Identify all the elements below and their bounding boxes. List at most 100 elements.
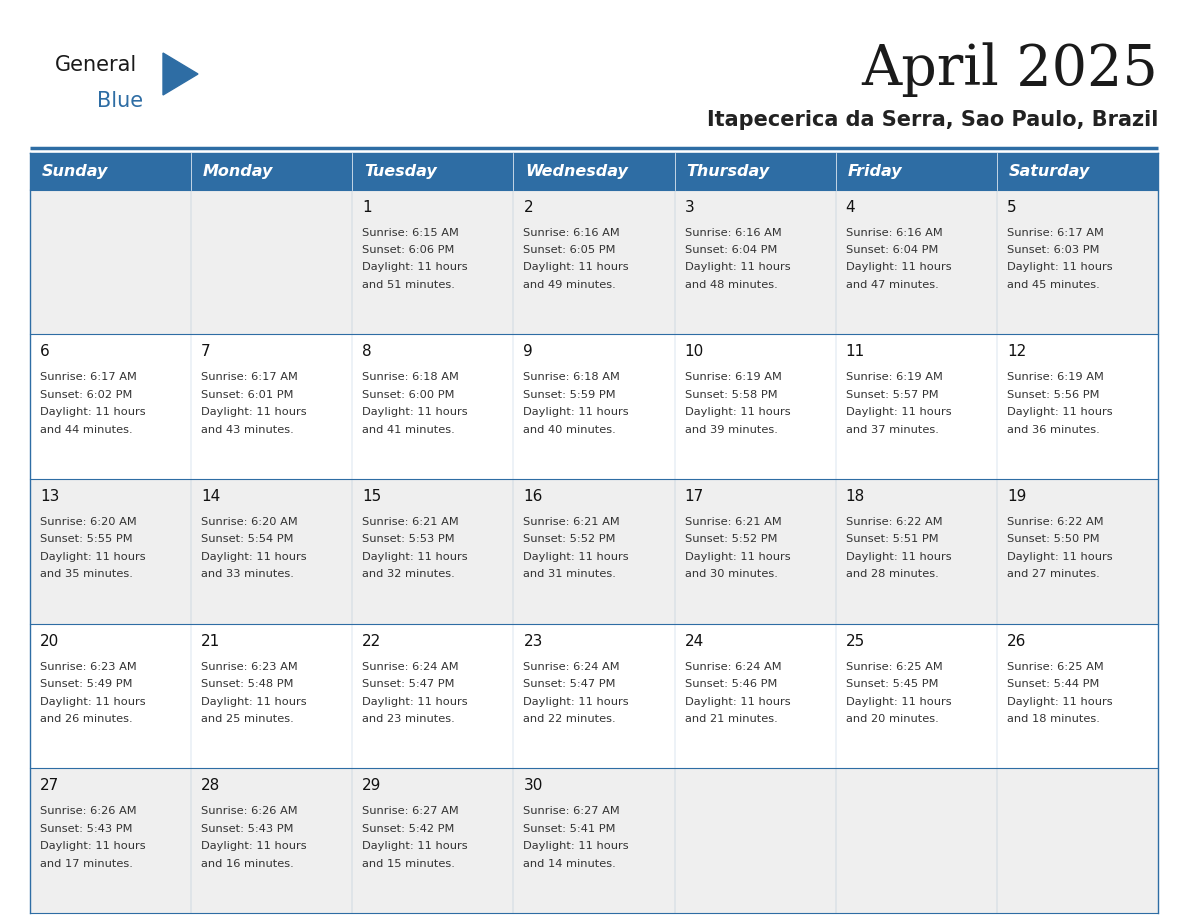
- Text: Sunset: 5:46 PM: Sunset: 5:46 PM: [684, 679, 777, 689]
- Text: Sunset: 6:05 PM: Sunset: 6:05 PM: [524, 245, 615, 255]
- Text: Sunrise: 6:16 AM: Sunrise: 6:16 AM: [846, 228, 942, 238]
- Text: Daylight: 11 hours: Daylight: 11 hours: [201, 552, 307, 562]
- Text: Sunrise: 6:24 AM: Sunrise: 6:24 AM: [362, 662, 459, 672]
- Text: Sunset: 5:52 PM: Sunset: 5:52 PM: [684, 534, 777, 544]
- Text: 4: 4: [846, 199, 855, 215]
- Text: 21: 21: [201, 633, 221, 649]
- Text: and 18 minutes.: and 18 minutes.: [1007, 714, 1100, 724]
- Text: and 27 minutes.: and 27 minutes.: [1007, 569, 1100, 579]
- Text: Wednesday: Wednesday: [525, 163, 628, 179]
- Text: Sunrise: 6:19 AM: Sunrise: 6:19 AM: [1007, 372, 1104, 382]
- Text: Sunrise: 6:17 AM: Sunrise: 6:17 AM: [201, 372, 298, 382]
- Text: and 14 minutes.: and 14 minutes.: [524, 859, 617, 868]
- Text: 29: 29: [362, 778, 381, 793]
- Text: and 28 minutes.: and 28 minutes.: [846, 569, 939, 579]
- Text: Sunrise: 6:17 AM: Sunrise: 6:17 AM: [1007, 228, 1104, 238]
- Text: and 45 minutes.: and 45 minutes.: [1007, 280, 1100, 290]
- Text: and 15 minutes.: and 15 minutes.: [362, 859, 455, 868]
- Text: 24: 24: [684, 633, 703, 649]
- Text: Daylight: 11 hours: Daylight: 11 hours: [40, 408, 146, 417]
- Text: Daylight: 11 hours: Daylight: 11 hours: [846, 263, 952, 273]
- Text: Sunset: 5:59 PM: Sunset: 5:59 PM: [524, 390, 617, 399]
- Text: Daylight: 11 hours: Daylight: 11 hours: [524, 841, 630, 851]
- Text: Sunrise: 6:16 AM: Sunrise: 6:16 AM: [684, 228, 782, 238]
- Polygon shape: [163, 53, 198, 95]
- Text: Sunrise: 6:17 AM: Sunrise: 6:17 AM: [40, 372, 137, 382]
- Text: 12: 12: [1007, 344, 1026, 359]
- Text: Sunrise: 6:16 AM: Sunrise: 6:16 AM: [524, 228, 620, 238]
- Text: Sunset: 6:03 PM: Sunset: 6:03 PM: [1007, 245, 1099, 255]
- Bar: [30, 334, 1158, 479]
- Text: Daylight: 11 hours: Daylight: 11 hours: [362, 841, 468, 851]
- Bar: [675, 153, 835, 189]
- Text: Thursday: Thursday: [687, 163, 770, 179]
- Text: Sunset: 5:47 PM: Sunset: 5:47 PM: [362, 679, 455, 689]
- Text: and 44 minutes.: and 44 minutes.: [40, 425, 133, 435]
- Text: Sunrise: 6:21 AM: Sunrise: 6:21 AM: [524, 517, 620, 527]
- Text: Sunrise: 6:26 AM: Sunrise: 6:26 AM: [40, 806, 137, 816]
- Text: 23: 23: [524, 633, 543, 649]
- Text: Daylight: 11 hours: Daylight: 11 hours: [362, 408, 468, 417]
- Text: Daylight: 11 hours: Daylight: 11 hours: [524, 408, 630, 417]
- Text: Sunset: 5:55 PM: Sunset: 5:55 PM: [40, 534, 133, 544]
- Text: 2: 2: [524, 199, 533, 215]
- Text: Daylight: 11 hours: Daylight: 11 hours: [40, 841, 146, 851]
- Text: and 49 minutes.: and 49 minutes.: [524, 280, 617, 290]
- Text: Sunset: 5:45 PM: Sunset: 5:45 PM: [846, 679, 939, 689]
- Text: 19: 19: [1007, 489, 1026, 504]
- Text: and 20 minutes.: and 20 minutes.: [846, 714, 939, 724]
- Text: Saturday: Saturday: [1009, 163, 1091, 179]
- Text: Sunrise: 6:15 AM: Sunrise: 6:15 AM: [362, 228, 459, 238]
- Text: and 32 minutes.: and 32 minutes.: [362, 569, 455, 579]
- Bar: [30, 768, 1158, 913]
- Text: Sunset: 6:02 PM: Sunset: 6:02 PM: [40, 390, 132, 399]
- Text: Daylight: 11 hours: Daylight: 11 hours: [1007, 408, 1112, 417]
- Text: Daylight: 11 hours: Daylight: 11 hours: [201, 408, 307, 417]
- Text: Daylight: 11 hours: Daylight: 11 hours: [524, 552, 630, 562]
- Text: 7: 7: [201, 344, 210, 359]
- Text: Sunset: 5:43 PM: Sunset: 5:43 PM: [201, 823, 293, 834]
- Text: and 26 minutes.: and 26 minutes.: [40, 714, 133, 724]
- Text: and 40 minutes.: and 40 minutes.: [524, 425, 617, 435]
- Text: Daylight: 11 hours: Daylight: 11 hours: [684, 697, 790, 707]
- Text: Sunrise: 6:26 AM: Sunrise: 6:26 AM: [201, 806, 298, 816]
- Text: 26: 26: [1007, 633, 1026, 649]
- Text: and 41 minutes.: and 41 minutes.: [362, 425, 455, 435]
- Bar: [30, 623, 1158, 768]
- Bar: [835, 153, 997, 189]
- Text: Sunset: 5:48 PM: Sunset: 5:48 PM: [201, 679, 293, 689]
- Text: Sunset: 5:57 PM: Sunset: 5:57 PM: [846, 390, 939, 399]
- Text: Sunrise: 6:18 AM: Sunrise: 6:18 AM: [362, 372, 459, 382]
- Text: Sunset: 5:41 PM: Sunset: 5:41 PM: [524, 823, 615, 834]
- Text: Sunset: 5:50 PM: Sunset: 5:50 PM: [1007, 534, 1099, 544]
- Text: 1: 1: [362, 199, 372, 215]
- Text: Sunset: 5:54 PM: Sunset: 5:54 PM: [201, 534, 293, 544]
- Text: and 25 minutes.: and 25 minutes.: [201, 714, 293, 724]
- Text: April 2025: April 2025: [861, 42, 1158, 96]
- Text: 16: 16: [524, 489, 543, 504]
- Text: Daylight: 11 hours: Daylight: 11 hours: [684, 552, 790, 562]
- Text: Sunset: 5:47 PM: Sunset: 5:47 PM: [524, 679, 615, 689]
- Text: Daylight: 11 hours: Daylight: 11 hours: [362, 697, 468, 707]
- Bar: [191, 153, 353, 189]
- Bar: [30, 479, 1158, 623]
- Text: Sunset: 5:58 PM: Sunset: 5:58 PM: [684, 390, 777, 399]
- Text: 30: 30: [524, 778, 543, 793]
- Text: Daylight: 11 hours: Daylight: 11 hours: [362, 263, 468, 273]
- Text: and 31 minutes.: and 31 minutes.: [524, 569, 617, 579]
- Text: Daylight: 11 hours: Daylight: 11 hours: [846, 408, 952, 417]
- Text: General: General: [55, 55, 138, 75]
- Text: 3: 3: [684, 199, 694, 215]
- Text: Daylight: 11 hours: Daylight: 11 hours: [201, 841, 307, 851]
- Text: Sunrise: 6:19 AM: Sunrise: 6:19 AM: [846, 372, 942, 382]
- Text: and 21 minutes.: and 21 minutes.: [684, 714, 777, 724]
- Text: Sunset: 5:51 PM: Sunset: 5:51 PM: [846, 534, 939, 544]
- Text: Daylight: 11 hours: Daylight: 11 hours: [40, 697, 146, 707]
- Text: Daylight: 11 hours: Daylight: 11 hours: [524, 263, 630, 273]
- Text: Sunset: 6:04 PM: Sunset: 6:04 PM: [684, 245, 777, 255]
- Text: and 30 minutes.: and 30 minutes.: [684, 569, 777, 579]
- Text: Daylight: 11 hours: Daylight: 11 hours: [362, 552, 468, 562]
- Text: and 47 minutes.: and 47 minutes.: [846, 280, 939, 290]
- Text: Monday: Monday: [203, 163, 273, 179]
- Text: 10: 10: [684, 344, 703, 359]
